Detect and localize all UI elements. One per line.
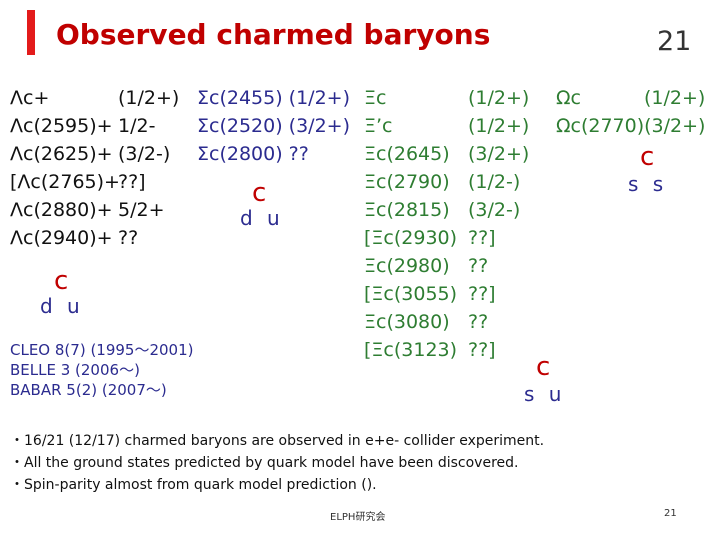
bullet-item: ・All the ground states predicted by quar… (10, 455, 519, 471)
xi-names: Ξc Ξ’c Ξc(2645) Ξc(2790) Ξc(2815) [Ξc(29… (364, 84, 457, 364)
lambda-name: Λc(2940)+ (10, 227, 113, 249)
xi-name: [Ξc(3123) (364, 339, 458, 361)
omega-heavy-quark: c (640, 142, 655, 172)
lambda-jp: ??] (118, 171, 146, 193)
xi-name: Ξc(3080) (364, 311, 450, 333)
xi-jp: (1/2+) (468, 87, 530, 109)
omega-spins: (1/2+) (644, 84, 705, 112)
xi-name: Ξc(2645) (364, 143, 450, 165)
lambda-name: Λc(2595)+ (10, 115, 113, 137)
xi-name: Ξc(2980) (364, 255, 450, 277)
omega-jp: (1/2+) (644, 87, 706, 109)
title-accent-bar (27, 10, 35, 55)
bullet-item: ・16/21 (12/17) charmed baryons are obser… (10, 433, 545, 449)
omega-names: Ωc Ωc(2770)(3/2+) (556, 84, 705, 140)
xi-name: [Ξc(3055) (364, 283, 458, 305)
lambda-jp: (3/2-) (118, 143, 171, 165)
lambda-names: Λc+ Λc(2595)+ Λc(2625)+ [Λc(2765)+ Λc(28… (10, 84, 120, 252)
xi-name: Ξc (364, 87, 387, 109)
xi-jp: (1/2-) (468, 171, 521, 193)
xi-jp: ??] (468, 227, 496, 249)
xi-jp: ??] (468, 339, 496, 361)
bullet-item: ・Spin-parity almost from quark model pre… (10, 477, 377, 493)
lambda-spins: (1/2+) 1/2- (3/2-) ??] 5/2+ ?? (118, 84, 179, 252)
omega-name: Ωc(2770)(3/2+) (556, 115, 706, 137)
experiment-line: BELLE 3 (2006～) (10, 361, 140, 379)
lambda-jp: (1/2+) (118, 87, 180, 109)
sigma-name: Σc(2520) (3/2+) (197, 115, 350, 137)
slide-title: Observed charmed baryons (56, 18, 491, 51)
xi-heavy-quark: c (536, 352, 551, 382)
xi-name: [Ξc(2930) (364, 227, 458, 249)
lambda-light-quarks: d u (40, 294, 84, 318)
xi-jp: ?? (468, 311, 489, 333)
lambda-name: Λc(2880)+ (10, 199, 113, 221)
omega-light-quarks: s s (628, 172, 668, 196)
xi-jp: ?? (468, 255, 489, 277)
xi-name: Ξc(2790) (364, 171, 450, 193)
xi-name: Ξ’c (364, 115, 393, 137)
xi-light-quarks: s u (524, 382, 566, 406)
sigma-heavy-quark: c (252, 178, 267, 208)
sigma-name: Σc(2455) (1/2+) (197, 87, 350, 109)
lambda-name: Λc(2625)+ (10, 143, 113, 165)
lambda-name: [Λc(2765)+ (10, 171, 120, 193)
sigma-name: Σc(2800) ?? (197, 143, 309, 165)
summary-bullets: ・16/21 (12/17) charmed baryons are obser… (10, 430, 544, 496)
footer-label: ELPH研究会 (330, 512, 386, 523)
lambda-jp: ?? (118, 227, 139, 249)
lambda-heavy-quark: c (54, 266, 69, 296)
xi-jp: (3/2-) (468, 199, 521, 221)
xi-spins: (1/2+) (1/2+) (3/2+) (1/2-) (3/2-) ??] ?… (468, 84, 529, 364)
lambda-name: Λc+ (10, 87, 50, 109)
slide-number: 21 (657, 26, 692, 57)
xi-jp: (1/2+) (468, 115, 530, 137)
xi-jp: ??] (468, 283, 496, 305)
omega-name: Ωc (556, 87, 581, 109)
xi-name: Ξc(2815) (364, 199, 450, 221)
sigma-light-quarks: d u (240, 206, 284, 230)
lambda-jp: 1/2- (118, 115, 156, 137)
xi-jp: (3/2+) (468, 143, 530, 165)
experiment-list: CLEO 8(7) (1995～2001) BELLE 3 (2006～) BA… (10, 340, 194, 400)
footer-page-number: 21 (664, 508, 677, 519)
experiment-line: BABAR 5(2) (2007～) (10, 381, 167, 399)
sigma-names: Σc(2455) (1/2+) Σc(2520) (3/2+) Σc(2800)… (197, 84, 350, 168)
lambda-jp: 5/2+ (118, 199, 165, 221)
experiment-line: CLEO 8(7) (1995～2001) (10, 341, 194, 359)
